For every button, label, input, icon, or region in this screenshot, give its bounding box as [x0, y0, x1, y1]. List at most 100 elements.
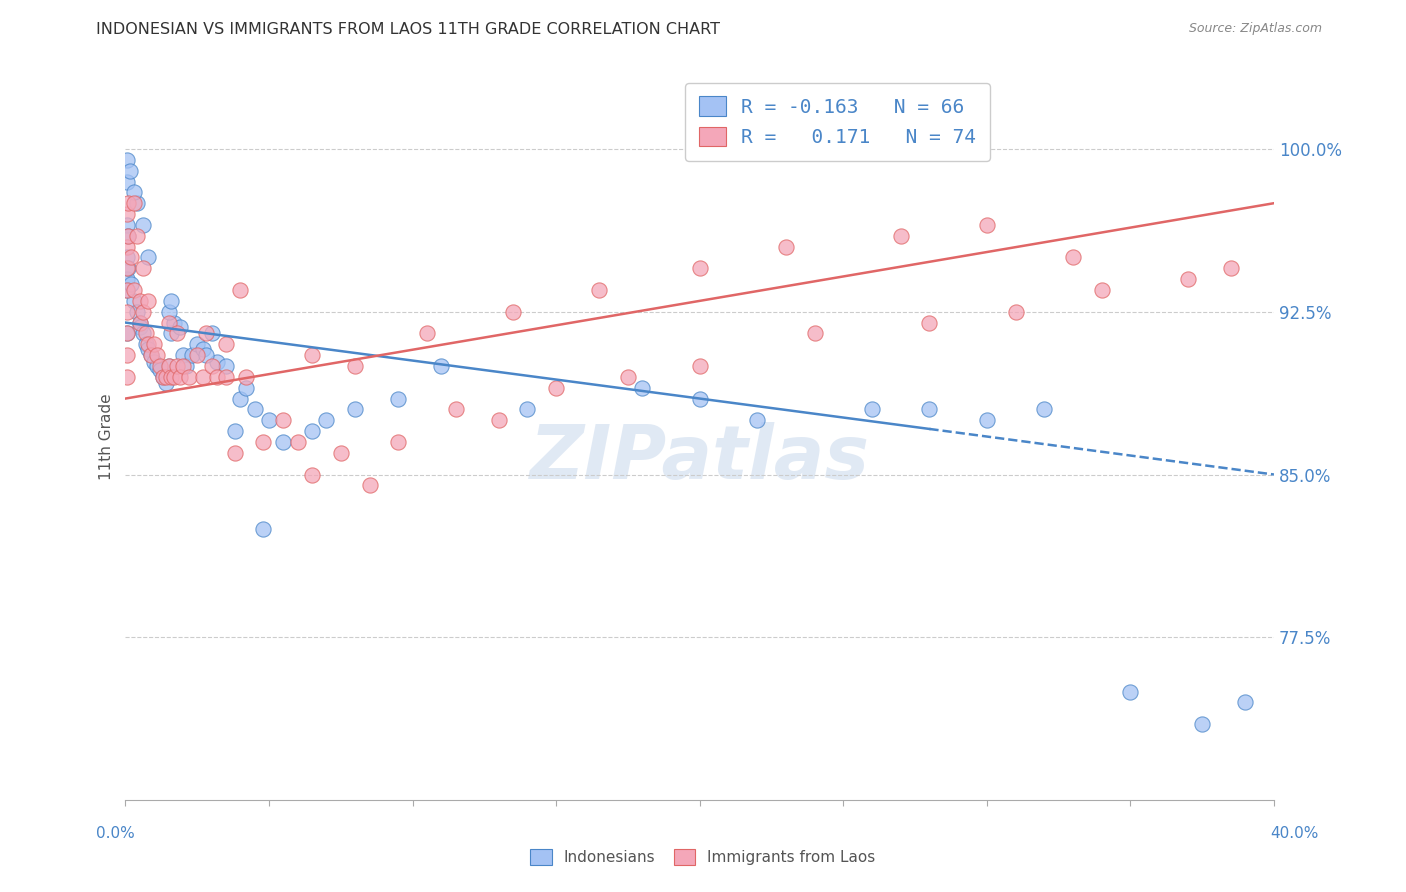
Point [229, 283, 252, 297]
Point [502, 304, 524, 318]
Point [1033, 402, 1056, 417]
Point [131, 304, 153, 318]
Point [149, 363, 172, 377]
Point [890, 228, 912, 243]
Point [359, 478, 381, 492]
Point [160, 369, 183, 384]
Point [135, 326, 157, 341]
Point [115, 218, 138, 232]
Point [115, 261, 138, 276]
Point [201, 359, 224, 373]
Point [194, 348, 217, 362]
Point [141, 348, 163, 362]
Point [138, 293, 160, 308]
Point [976, 413, 998, 427]
Point [631, 381, 654, 395]
Point [689, 261, 711, 276]
Point [207, 369, 229, 384]
Point [117, 196, 139, 211]
Point [115, 326, 138, 341]
Point [115, 207, 138, 221]
Point [115, 348, 138, 362]
Point [117, 228, 139, 243]
Point [120, 277, 142, 291]
Point [273, 434, 295, 449]
Point [163, 369, 186, 384]
Point [301, 348, 323, 362]
Point [155, 369, 177, 384]
Point [918, 402, 941, 417]
Point [128, 316, 150, 330]
Point [128, 293, 150, 308]
Text: 40.0%: 40.0% [1271, 826, 1319, 841]
Point [169, 320, 191, 334]
Point [315, 413, 337, 427]
Point [122, 186, 145, 200]
Point [125, 304, 148, 318]
Legend: Indonesians, Immigrants from Laos: Indonesians, Immigrants from Laos [524, 843, 882, 871]
Point [115, 326, 138, 341]
Point [1219, 261, 1241, 276]
Point [141, 348, 163, 362]
Point [1119, 684, 1142, 698]
Point [194, 326, 217, 341]
Point [224, 446, 246, 460]
Point [157, 304, 180, 318]
Text: ZIPatlas: ZIPatlas [530, 422, 870, 495]
Point [146, 348, 169, 362]
Point [918, 316, 941, 330]
Point [166, 359, 188, 373]
Point [115, 369, 138, 384]
Point [128, 316, 150, 330]
Point [180, 348, 202, 362]
Text: INDONESIAN VS IMMIGRANTS FROM LAOS 11TH GRADE CORRELATION CHART: INDONESIAN VS IMMIGRANTS FROM LAOS 11TH … [96, 22, 720, 37]
Point [160, 326, 183, 341]
Point [135, 337, 157, 351]
Point [1091, 283, 1114, 297]
Point [301, 424, 323, 438]
Point [546, 381, 568, 395]
Point [172, 348, 194, 362]
Point [191, 342, 214, 356]
Point [155, 376, 177, 391]
Point [229, 392, 252, 406]
Point [1004, 304, 1026, 318]
Point [235, 381, 257, 395]
Point [287, 434, 309, 449]
Point [115, 283, 138, 297]
Point [157, 359, 180, 373]
Point [860, 402, 883, 417]
Point [149, 359, 172, 373]
Point [174, 359, 197, 373]
Point [387, 434, 409, 449]
Point [115, 283, 138, 297]
Point [273, 413, 295, 427]
Point [1062, 251, 1084, 265]
Point [172, 359, 194, 373]
Point [201, 326, 224, 341]
Point [115, 251, 138, 265]
Point [122, 196, 145, 211]
Point [122, 293, 145, 308]
Point [117, 261, 139, 276]
Point [115, 304, 138, 318]
Point [745, 413, 768, 427]
Point [215, 337, 238, 351]
Point [125, 196, 148, 211]
Point [128, 320, 150, 334]
Point [243, 402, 266, 417]
Point [143, 354, 166, 368]
Point [115, 153, 138, 167]
Point [115, 174, 138, 188]
Point [488, 413, 510, 427]
Point [215, 359, 238, 373]
Point [1191, 717, 1213, 731]
Point [224, 424, 246, 438]
Point [1234, 695, 1257, 709]
Point [118, 163, 141, 178]
Point [191, 369, 214, 384]
Point [157, 316, 180, 330]
Point [125, 228, 148, 243]
Point [160, 293, 183, 308]
Point [430, 359, 453, 373]
